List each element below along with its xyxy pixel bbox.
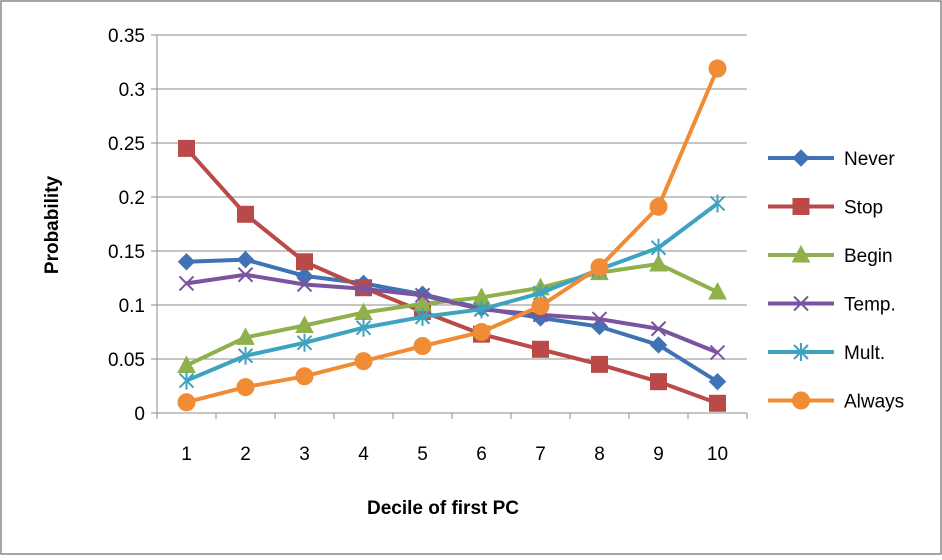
data-point-temp — [414, 287, 431, 303]
x-tick-label: 2 — [240, 444, 251, 465]
data-point-stop — [178, 139, 195, 157]
y-tick-label: 0.15 — [108, 242, 145, 263]
data-point-stop — [237, 205, 254, 223]
legend-marker-stop — [792, 198, 810, 215]
data-point-temp — [296, 276, 313, 293]
data-point-stop — [650, 373, 667, 391]
series-line-temp — [186, 272, 719, 355]
series-lines — [177, 59, 727, 412]
legend-label-begin: Begin — [844, 246, 893, 267]
data-point-always — [531, 297, 550, 316]
y-tick-label: 0 — [134, 404, 145, 425]
series-line-mult — [185, 201, 719, 383]
x-axis-title: Decile of first PC — [367, 498, 519, 519]
data-point-mult — [237, 346, 254, 365]
legend-label-always: Always — [844, 392, 904, 413]
data-point-always — [649, 197, 668, 216]
y-tick-label: 0.2 — [119, 188, 145, 209]
data-point-begin — [236, 327, 255, 345]
data-point-mult — [178, 371, 195, 390]
data-point-temp — [178, 275, 195, 292]
x-tick-label: 7 — [535, 444, 546, 465]
y-tick-label: 0.35 — [108, 26, 145, 47]
data-point-mult — [296, 333, 313, 352]
legend-marker-begin — [791, 244, 811, 263]
legend-label-stop: Stop — [844, 198, 883, 219]
data-point-stop — [296, 253, 313, 271]
y-tick-label: 0.3 — [119, 80, 145, 101]
data-point-stop — [709, 394, 726, 412]
data-point-stop — [591, 355, 608, 373]
data-point-always — [236, 378, 255, 397]
legend-marker-never — [792, 149, 810, 167]
data-point-always — [708, 59, 727, 78]
data-point-always — [413, 337, 432, 356]
data-point-mult — [355, 318, 372, 337]
series-line-stop — [185, 147, 719, 406]
data-point-begin — [708, 281, 727, 300]
y-tick-label: 0.1 — [119, 296, 145, 317]
data-point-never — [708, 372, 727, 391]
x-tick-label: 8 — [594, 444, 605, 465]
data-point-always — [354, 352, 373, 371]
data-point-always — [590, 258, 609, 277]
data-point-never — [649, 336, 668, 354]
data-point-never — [236, 250, 255, 269]
legend-marker-temp — [793, 295, 809, 312]
legend-label-never: Never — [844, 149, 895, 170]
data-point-always — [177, 393, 196, 412]
data-point-mult — [709, 194, 726, 213]
y-axis-title: Probability — [42, 175, 63, 274]
legend-marker-mult — [793, 343, 809, 361]
legend-label-temp: Temp. — [844, 295, 896, 316]
data-point-always — [295, 367, 314, 386]
x-tick-label: 4 — [358, 444, 369, 465]
x-tick-label: 1 — [181, 444, 192, 465]
legend: Never Stop Begin Temp. Mult. Always — [768, 149, 904, 413]
data-point-temp — [591, 311, 608, 327]
x-tick-label: 3 — [299, 444, 310, 465]
data-point-always — [472, 323, 491, 341]
data-point-never — [177, 253, 196, 271]
x-tick-label: 6 — [476, 444, 487, 465]
data-point-temp — [237, 267, 254, 283]
series-line-always — [186, 67, 720, 405]
data-point-mult — [414, 307, 431, 326]
data-point-temp — [650, 321, 667, 337]
x-tick-label: 5 — [417, 444, 428, 465]
gridlines — [157, 34, 747, 360]
data-point-mult — [650, 238, 667, 257]
data-point-temp — [355, 281, 372, 297]
y-tick-label: 0.05 — [108, 350, 145, 371]
x-tick-label: 9 — [653, 444, 664, 465]
legend-label-mult: Mult. — [844, 343, 885, 364]
data-point-stop — [532, 340, 549, 358]
axes: 0 0.05 0.1 0.15 0.2 0.25 0.3 0.35 1 2 3 4 5 6 7 8 9 10 — [108, 26, 748, 465]
legend-marker-always — [792, 391, 810, 410]
data-point-mult — [473, 300, 490, 319]
data-point-temp — [709, 344, 726, 361]
data-point-begin — [649, 253, 668, 272]
x-tick-label: 10 — [707, 444, 728, 465]
data-point-begin — [295, 315, 314, 334]
y-tick-label: 0.25 — [108, 134, 145, 155]
